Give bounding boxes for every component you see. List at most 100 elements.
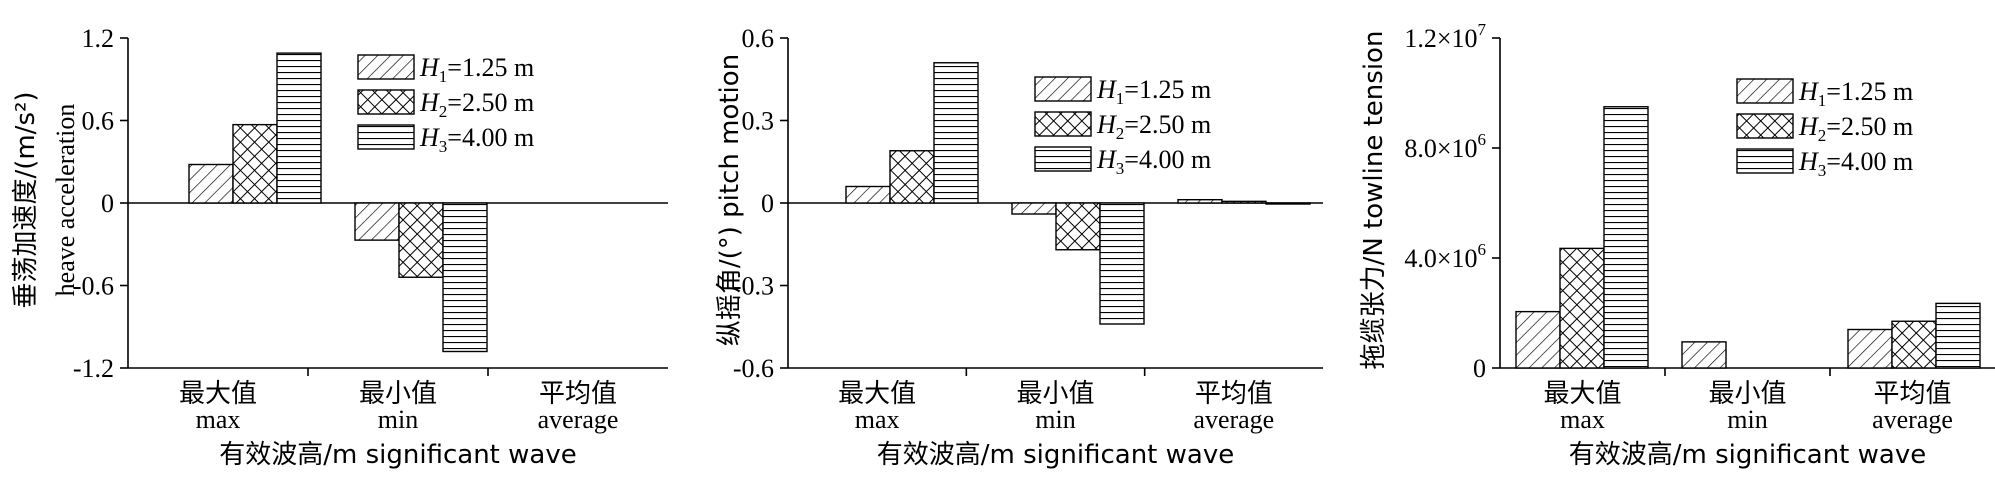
- chart-panel-3: 04.0×1068.0×1061.2×107最大值max最小值min平均值ave…: [1359, 20, 1995, 470]
- category-label-en: max: [1560, 405, 1605, 434]
- category-label-cn: 最小值: [1708, 379, 1786, 409]
- y-tick-label: 0: [1473, 354, 1486, 383]
- legend-subscript: 1: [1116, 89, 1125, 108]
- legend-subscript: 3: [1116, 159, 1125, 178]
- bar-diagonal-3: [1847, 328, 1893, 369]
- bar-horizontal-1: [276, 52, 322, 204]
- legend-swatch-diagonal: [357, 54, 415, 80]
- category-label-en: min: [378, 405, 418, 434]
- legend-value: =4.00 m: [1124, 145, 1211, 174]
- legend-label: H2=2.50 m: [1096, 110, 1211, 143]
- y-tick-label: 8.0×106: [1404, 130, 1486, 163]
- bar-crosshatch-2: [398, 202, 444, 278]
- legend-label: H1=1.25 m: [1798, 77, 1913, 110]
- legend-symbol: H: [1798, 147, 1819, 176]
- y-tick-label: 0.6: [742, 24, 775, 53]
- y-axis-title-space: [715, 218, 745, 226]
- y-axis-title-cn: 垂荡加速度/(m/s²): [11, 91, 41, 308]
- category-label-cn: 最小值: [359, 379, 437, 409]
- legend-symbol: H: [1096, 110, 1117, 139]
- y-axis-title-cn: 拖缆张力/N: [1359, 237, 1389, 369]
- y-tick-label-base: 8.0×10: [1404, 134, 1477, 163]
- bar-diagonal-1: [845, 185, 891, 204]
- legend-subscript: 2: [1116, 124, 1125, 143]
- legend-subscript: 2: [439, 102, 448, 121]
- y-tick-label-exponent: 6: [1478, 130, 1487, 149]
- bar-diagonal-2: [354, 202, 400, 241]
- legend-value: =1.25 m: [1826, 77, 1913, 106]
- legend-subscript: 2: [1818, 126, 1827, 145]
- category-label-cn: 最大值: [1543, 379, 1621, 409]
- y-axis-title-cn: 纵摇角/(°): [715, 226, 745, 346]
- legend-subscript: 1: [439, 67, 448, 86]
- legend-symbol: H: [419, 88, 440, 117]
- bar-horizontal-1: [1603, 106, 1649, 369]
- legend: H1=1.25 mH2=2.50 mH3=4.00 m: [1034, 75, 1211, 178]
- category-label-en: max: [855, 405, 900, 434]
- legend-label: H3=4.00 m: [419, 123, 534, 156]
- category-label-cn: 平均值: [1195, 379, 1273, 409]
- legend-value: =4.00 m: [1826, 147, 1913, 176]
- x-axis-title: 有效波高/m significant wave: [1569, 440, 1926, 470]
- x-axis-title: 有效波高/m significant wave: [877, 440, 1234, 470]
- legend-value: =2.50 m: [447, 88, 534, 117]
- legend-swatch-crosshatch: [1034, 111, 1092, 137]
- bar-crosshatch-1: [232, 123, 278, 204]
- x-axis-title: 有效波高/m significant wave: [219, 440, 576, 470]
- y-axis-title-en: towline tension: [1359, 31, 1389, 229]
- y-tick-label: 0: [761, 189, 774, 218]
- y-axis-title: 拖缆张力/N towline tension: [1359, 31, 1389, 370]
- legend-subscript: 3: [439, 137, 448, 156]
- category-label-cn: 平均值: [1873, 379, 1951, 409]
- bar-diagonal-2: [1681, 341, 1727, 369]
- y-tick-label-exponent: 7: [1478, 20, 1487, 39]
- bar-crosshatch-3: [1221, 200, 1267, 204]
- legend-label: H1=1.25 m: [419, 53, 534, 86]
- bar-horizontal-1: [933, 62, 979, 204]
- legend-value: =2.50 m: [1826, 112, 1913, 141]
- legend-symbol: H: [1096, 145, 1117, 174]
- legend-symbol: H: [1798, 77, 1819, 106]
- y-tick-label: 4.0×106: [1404, 240, 1486, 273]
- legend-label: H3=4.00 m: [1096, 145, 1211, 178]
- y-tick-label: -0.6: [733, 354, 774, 383]
- y-tick-label-base: 0: [1473, 354, 1486, 383]
- bar-crosshatch-1: [889, 150, 935, 204]
- legend-value: =2.50 m: [1124, 110, 1211, 139]
- y-axis-title-space: [1359, 229, 1389, 237]
- bar-diagonal-1: [188, 163, 234, 204]
- y-tick-label: 1.2×107: [1404, 20, 1486, 53]
- legend-label: H2=2.50 m: [1798, 112, 1913, 145]
- legend-swatch-diagonal: [1034, 76, 1092, 102]
- legend-symbol: H: [1798, 112, 1819, 141]
- legend-value: =1.25 m: [447, 53, 534, 82]
- bar-horizontal-3: [1265, 202, 1311, 205]
- y-axis-title: 纵摇角/(°) pitch motion: [715, 54, 745, 346]
- legend-subscript: 1: [1818, 91, 1827, 110]
- bar-diagonal-2: [1011, 202, 1057, 215]
- bar-diagonal-1: [1515, 310, 1561, 369]
- category-label-cn: 最小值: [1016, 379, 1094, 409]
- bar-crosshatch-2: [1055, 202, 1101, 251]
- legend-swatch-horizontal: [1736, 148, 1794, 174]
- y-tick-label: -0.6: [73, 272, 114, 301]
- category-label-cn: 平均值: [539, 379, 617, 409]
- y-tick-label: -0.3: [733, 272, 774, 301]
- y-tick-label-base: 4.0×10: [1404, 244, 1477, 273]
- category-label-en: average: [1193, 405, 1274, 434]
- bar-diagonal-3: [1177, 198, 1223, 204]
- category-label-en: min: [1035, 405, 1075, 434]
- legend-swatch-horizontal: [1034, 146, 1092, 172]
- legend-symbol: H: [419, 123, 440, 152]
- y-tick-label: 1.2: [82, 24, 115, 53]
- legend-label: H3=4.00 m: [1798, 147, 1913, 180]
- legend-label: H2=2.50 m: [419, 88, 534, 121]
- bar-horizontal-2: [442, 202, 488, 353]
- y-axis-title-en: pitch motion: [715, 54, 745, 218]
- legend-label: H1=1.25 m: [1096, 75, 1211, 108]
- legend-swatch-horizontal: [357, 124, 415, 150]
- y-tick-label: 0.6: [82, 107, 115, 136]
